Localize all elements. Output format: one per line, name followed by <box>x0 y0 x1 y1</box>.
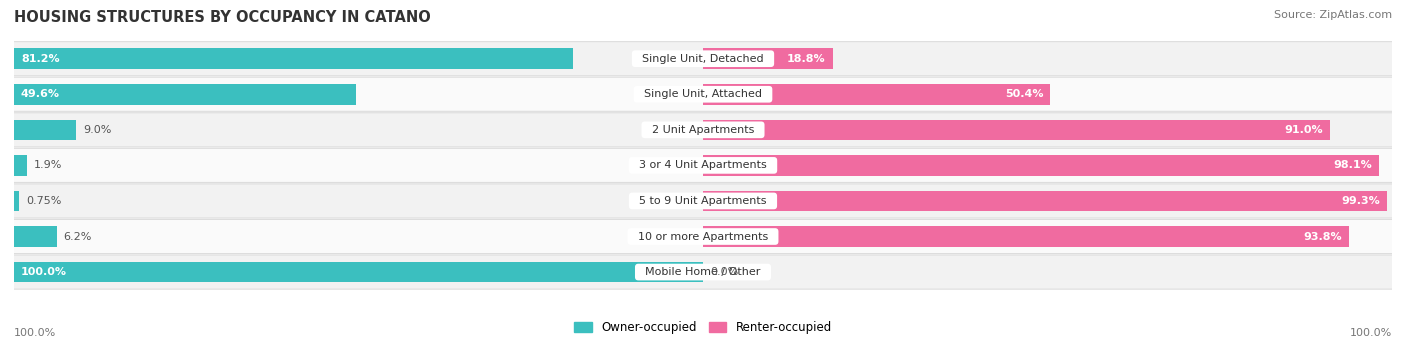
Text: Single Unit, Detached: Single Unit, Detached <box>636 54 770 64</box>
FancyBboxPatch shape <box>0 220 1406 254</box>
FancyBboxPatch shape <box>0 148 1406 182</box>
Text: 1.9%: 1.9% <box>34 160 62 170</box>
Bar <box>703 191 1388 211</box>
Legend: Owner-occupied, Renter-occupied: Owner-occupied, Renter-occupied <box>569 316 837 339</box>
Text: HOUSING STRUCTURES BY OCCUPANCY IN CATANO: HOUSING STRUCTURES BY OCCUPANCY IN CATAN… <box>14 10 430 25</box>
Text: 2 Unit Apartments: 2 Unit Apartments <box>645 125 761 135</box>
Bar <box>703 48 832 69</box>
Text: 6.2%: 6.2% <box>63 232 91 241</box>
Bar <box>14 226 56 247</box>
Bar <box>14 84 356 105</box>
Text: Single Unit, Attached: Single Unit, Attached <box>637 89 769 99</box>
Text: 81.2%: 81.2% <box>21 54 59 64</box>
Bar <box>14 191 20 211</box>
Text: 93.8%: 93.8% <box>1303 232 1343 241</box>
FancyBboxPatch shape <box>0 42 1406 76</box>
Text: 0.75%: 0.75% <box>27 196 62 206</box>
Text: 91.0%: 91.0% <box>1285 125 1323 135</box>
Text: 5 to 9 Unit Apartments: 5 to 9 Unit Apartments <box>633 196 773 206</box>
Text: 9.0%: 9.0% <box>83 125 111 135</box>
Bar <box>703 84 1050 105</box>
Text: 50.4%: 50.4% <box>1005 89 1043 99</box>
Text: Mobile Home / Other: Mobile Home / Other <box>638 267 768 277</box>
Text: 18.8%: 18.8% <box>787 54 825 64</box>
Bar <box>703 155 1379 176</box>
Bar <box>14 262 703 282</box>
Text: 100.0%: 100.0% <box>14 328 56 338</box>
FancyBboxPatch shape <box>0 255 1406 289</box>
Bar <box>703 119 1330 140</box>
Bar <box>703 226 1350 247</box>
FancyBboxPatch shape <box>0 77 1406 111</box>
FancyBboxPatch shape <box>0 113 1406 147</box>
Text: 0.0%: 0.0% <box>710 267 738 277</box>
Text: Source: ZipAtlas.com: Source: ZipAtlas.com <box>1274 10 1392 20</box>
Text: 100.0%: 100.0% <box>21 267 67 277</box>
Bar <box>14 119 76 140</box>
Text: 98.1%: 98.1% <box>1333 160 1372 170</box>
FancyBboxPatch shape <box>0 184 1406 218</box>
Text: 49.6%: 49.6% <box>21 89 60 99</box>
Text: 99.3%: 99.3% <box>1341 196 1381 206</box>
Bar <box>14 48 574 69</box>
Text: 100.0%: 100.0% <box>1350 328 1392 338</box>
Text: 3 or 4 Unit Apartments: 3 or 4 Unit Apartments <box>633 160 773 170</box>
Bar <box>14 155 27 176</box>
Text: 10 or more Apartments: 10 or more Apartments <box>631 232 775 241</box>
